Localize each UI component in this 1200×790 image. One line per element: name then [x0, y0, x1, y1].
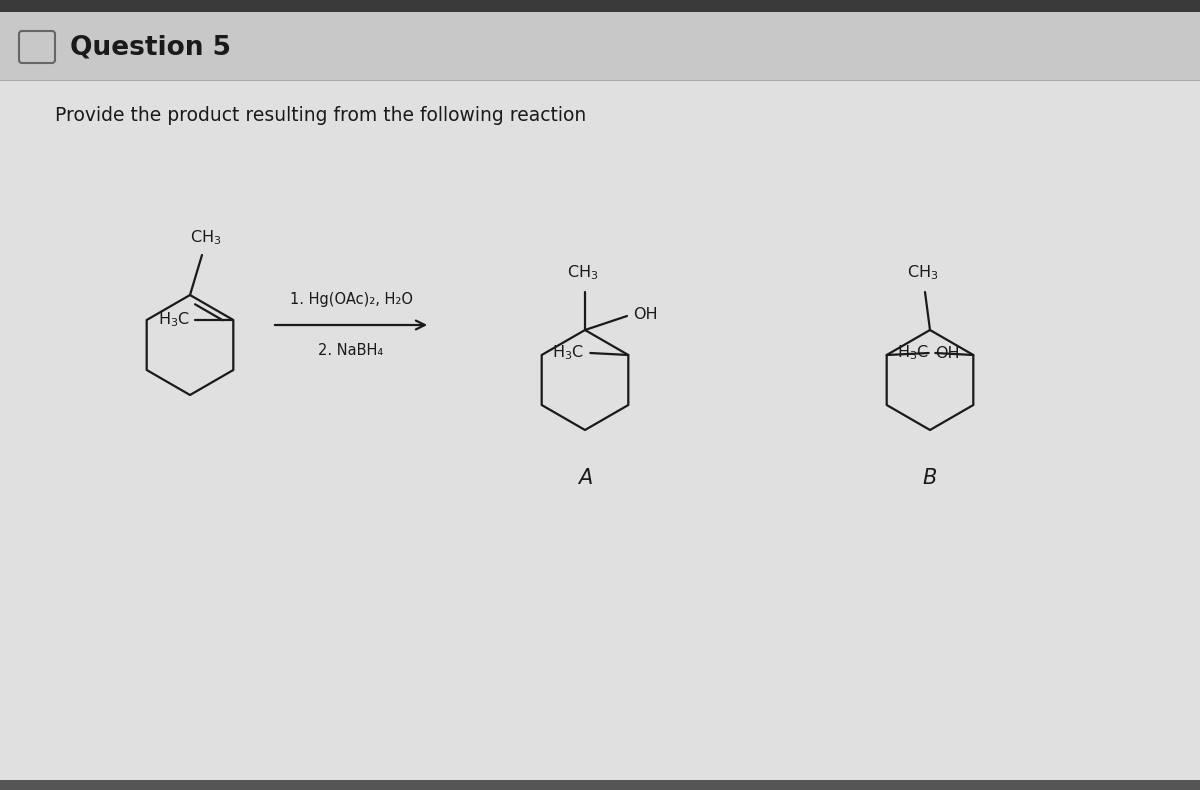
- Bar: [0, 12, 1200, 80]
- Text: B: B: [923, 468, 937, 488]
- Text: $\mathregular{CH_3}$: $\mathregular{CH_3}$: [907, 263, 938, 282]
- Text: $\mathregular{H_3C}$: $\mathregular{H_3C}$: [898, 344, 929, 363]
- Text: OH: OH: [634, 307, 658, 322]
- Text: Question 5: Question 5: [70, 34, 230, 60]
- Text: $\mathregular{CH_3}$: $\mathregular{CH_3}$: [191, 228, 222, 247]
- Bar: [0, 0, 1200, 12]
- Text: 1. Hg(OAc)₂, H₂O: 1. Hg(OAc)₂, H₂O: [289, 292, 413, 307]
- Text: $\mathregular{H_3C}$: $\mathregular{H_3C}$: [552, 344, 584, 363]
- Text: $\mathregular{H_3C}$: $\mathregular{H_3C}$: [158, 310, 191, 329]
- Text: OH: OH: [935, 345, 959, 360]
- Text: A: A: [578, 468, 592, 488]
- Bar: [0, 780, 1200, 790]
- Text: $\mathregular{CH_3}$: $\mathregular{CH_3}$: [568, 263, 599, 282]
- Text: 2. NaBH₄: 2. NaBH₄: [318, 343, 384, 358]
- Text: Provide the product resulting from the following reaction: Provide the product resulting from the f…: [55, 106, 587, 125]
